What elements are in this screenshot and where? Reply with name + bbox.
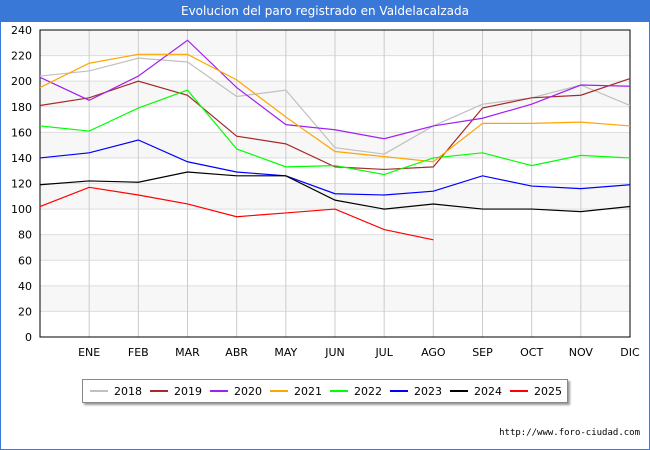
x-tick-label: NOV <box>569 346 594 359</box>
source-url: http://www.foro-ciudad.com <box>499 428 640 438</box>
legend-item-2025: 2025 <box>510 385 563 398</box>
series-line-2021 <box>39 53 631 163</box>
x-tick-label: SEP <box>472 346 493 359</box>
x-tick-label: ABR <box>225 346 248 359</box>
y-tick-label: 140 <box>11 152 32 165</box>
legend-label: 2018 <box>114 384 142 398</box>
legend-item-2021: 2021 <box>270 385 323 398</box>
series-line-2024 <box>39 171 631 213</box>
legend-swatch <box>510 390 528 392</box>
x-tick-label: JUL <box>374 346 393 359</box>
legend-swatch <box>390 390 408 392</box>
series-line-2020 <box>39 39 631 140</box>
plot-border <box>39 29 631 338</box>
legend-swatch <box>90 390 108 392</box>
x-tick-label: MAY <box>274 346 297 359</box>
y-tick-label: 220 <box>11 50 32 63</box>
legend-swatch <box>270 390 288 392</box>
legend-swatch <box>450 390 468 392</box>
x-tick-label: OCT <box>520 346 543 359</box>
x-tick-label: FEB <box>128 346 149 359</box>
legend: 2018 2019 2020 2021 2022 2023 2024 2025 <box>82 379 568 403</box>
legend-item-2019: 2019 <box>150 385 203 398</box>
y-tick-label: 160 <box>11 126 32 139</box>
x-tick-label: DIC <box>620 346 640 359</box>
y-tick-label: 40 <box>18 280 32 293</box>
legend-item-2018: 2018 <box>90 385 143 398</box>
legend-label: 2025 <box>534 384 562 398</box>
y-tick-label: 20 <box>18 305 32 318</box>
chart-title: Evolucion del paro registrado en Valdela… <box>0 0 650 22</box>
y-tick-label: 240 <box>11 24 32 37</box>
legend-label: 2021 <box>294 384 322 398</box>
series-line-2025 <box>39 186 434 241</box>
legend-item-2022: 2022 <box>330 385 383 398</box>
legend-swatch <box>150 390 168 392</box>
series-line-2019 <box>39 78 631 171</box>
legend-item-2024: 2024 <box>450 385 503 398</box>
series-line-2022 <box>39 89 631 176</box>
y-tick-label: 200 <box>11 75 32 88</box>
y-tick-label: 80 <box>18 229 32 242</box>
y-tick-label: 120 <box>11 178 32 191</box>
series-line-2023 <box>39 139 631 196</box>
y-tick-label: 0 <box>25 331 32 344</box>
legend-label: 2020 <box>234 384 262 398</box>
y-tick-label: 100 <box>11 203 32 216</box>
legend-item-2023: 2023 <box>390 385 443 398</box>
x-tick-label: AGO <box>421 346 446 359</box>
y-tick-label: 180 <box>11 101 32 114</box>
legend-label: 2019 <box>174 384 202 398</box>
legend-item-2020: 2020 <box>210 385 263 398</box>
legend-label: 2023 <box>414 384 442 398</box>
x-tick-label: ENE <box>78 346 100 359</box>
x-tick-label: MAR <box>175 346 200 359</box>
y-tick-label: 60 <box>18 254 32 267</box>
legend-label: 2024 <box>474 384 502 398</box>
x-tick-label: JUN <box>324 346 345 359</box>
legend-swatch <box>330 390 348 392</box>
legend-label: 2022 <box>354 384 382 398</box>
legend-swatch <box>210 390 228 392</box>
